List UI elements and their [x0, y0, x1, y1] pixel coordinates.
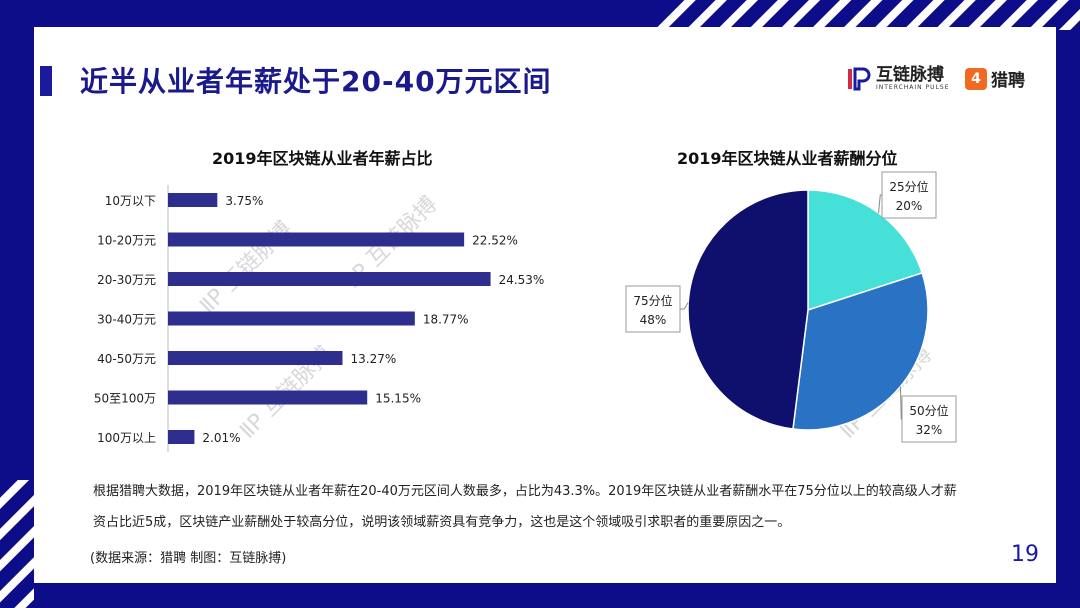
interchain-pulse-icon — [848, 67, 871, 91]
slice-value: 20% — [896, 199, 923, 213]
data-label: 24.53% — [499, 273, 545, 287]
category-label: 40-50万元 — [97, 352, 156, 366]
data-label: 15.15% — [375, 392, 421, 406]
data-label: 22.52% — [472, 234, 518, 248]
logo1-name: 互链脉搏 — [876, 65, 944, 85]
pie-chart: 25分位 20% 50分位 32% 75分位 48% — [625, 171, 957, 443]
liepin-icon: 4 — [965, 67, 987, 90]
bar — [168, 311, 415, 326]
pie-slice — [792, 271, 929, 431]
bar-chart-title: 2019年区块链从业者年薪占比 — [212, 149, 433, 168]
category-label: 50至100万 — [94, 392, 156, 406]
data-label: 13.27% — [351, 352, 397, 366]
category-label: 10万以下 — [105, 194, 156, 208]
bar-chart: 10万以下 3.75% 10-20万元 22.52% 20-30万元 24.53% 30-4… — [94, 185, 545, 452]
bar — [168, 272, 491, 286]
category-label: 30-40万元 — [97, 313, 156, 327]
pie-slice — [807, 189, 924, 312]
interchain-pulse-logo: 互链脉搏 INTERCHAIN PULSE — [846, 66, 950, 92]
pie-chart-title: 2019年区块链从业者薪酬分位 — [677, 149, 898, 168]
slice-value: 32% — [916, 423, 943, 437]
summary-text-line2: 资占比近5成，区块链产业薪酬处于较高分位，说明该领域薪资具有竞争力，这也是这个领… — [93, 515, 791, 530]
slice-label-box — [625, 285, 681, 333]
bar — [168, 351, 343, 365]
category-label: 20-30万元 — [97, 273, 156, 287]
slice-value: 48% — [640, 313, 667, 327]
page-number: 19 — [1011, 542, 1039, 567]
slice-label-box — [881, 171, 937, 219]
bar — [168, 430, 195, 444]
category-label: 10-20万元 — [97, 234, 156, 248]
data-label: 2.01% — [202, 431, 240, 445]
liepin-logo: 4 猎聘 — [965, 66, 1025, 91]
slice-name: 75分位 — [633, 293, 672, 308]
bar — [168, 193, 218, 207]
data-source: (数据来源：猎聘 制图：互链脉搏) — [90, 551, 287, 566]
top-right-stripes — [650, 0, 1080, 30]
logo2-name: 猎聘 — [991, 71, 1025, 91]
title-accent-bar — [40, 66, 52, 96]
bar — [168, 232, 465, 247]
leader-line — [680, 302, 689, 310]
category-label: 100万以上 — [97, 431, 156, 445]
slice-name: 50分位 — [909, 403, 948, 418]
page-title: 近半从业者年薪处于20-40万元区间 — [80, 65, 552, 98]
bottom-left-stripes — [0, 480, 34, 608]
data-label: 18.77% — [423, 313, 469, 327]
leader-line — [878, 194, 882, 213]
logo1-subtitle: INTERCHAIN PULSE — [876, 84, 950, 91]
summary-text-line1: 根据猎聘大数据，2019年区块链从业者年薪在20-40万元区间人数最多，占比为4… — [93, 484, 957, 499]
pie-slice — [687, 189, 809, 430]
slice-name: 25分位 — [889, 179, 928, 194]
data-label: 3.75% — [225, 194, 263, 208]
bar — [168, 390, 368, 405]
slice-label-box — [901, 395, 957, 443]
